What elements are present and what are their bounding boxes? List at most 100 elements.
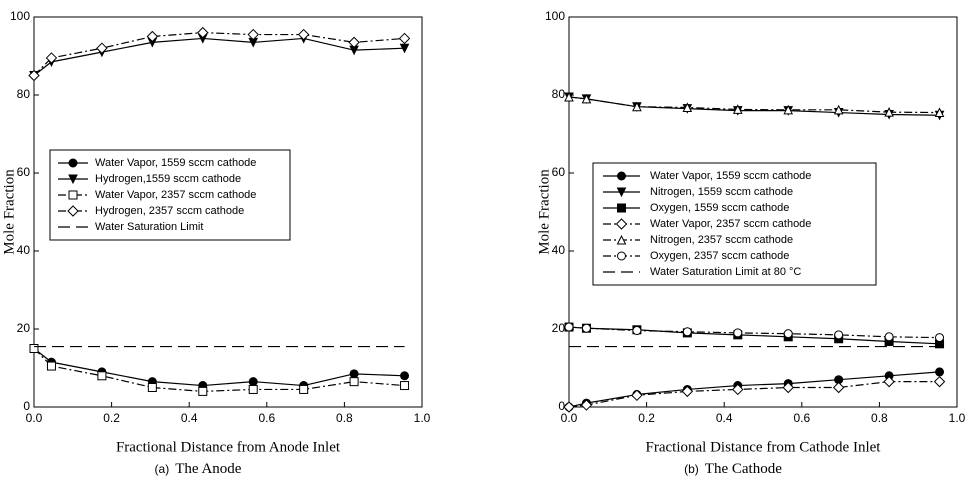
x-tick-label: 1.0 xyxy=(414,411,431,425)
chart: 0 20 40 60 80 100 0.0 0.2 0.4 0.6 0.8 1.0 Fractional… xyxy=(536,9,965,477)
marker xyxy=(299,384,309,394)
caption: (b) The Cathode xyxy=(684,461,782,477)
legend-marker xyxy=(616,187,627,198)
y-tick-label: 80 xyxy=(17,87,31,101)
marker xyxy=(564,322,574,332)
marker xyxy=(146,30,159,43)
legend-label: Oxygen, 1559 sccm cathode xyxy=(650,202,789,214)
x-axis-label: Fractional Distance from Cathode Inlet xyxy=(646,439,882,455)
marker xyxy=(581,323,591,333)
marker xyxy=(732,383,744,396)
series-line xyxy=(568,371,940,408)
chart: 0 20 40 60 80 100 0.0 0.2 0.4 0.6 0.8 1.0 Fractional… xyxy=(1,9,430,477)
legend-label: Water Vapor, 1559 sccm cathode xyxy=(95,157,256,169)
legend-label: Water Saturation Limit at 80 °C xyxy=(650,266,801,278)
marker xyxy=(46,361,56,371)
marker xyxy=(682,327,692,337)
x-tick-label: 0.2 xyxy=(638,411,655,425)
marker xyxy=(197,26,209,39)
marker xyxy=(632,101,642,112)
legend-label: Water Vapor, 1559 sccm cathode xyxy=(650,170,811,182)
series-line xyxy=(33,348,405,387)
legend-marker xyxy=(68,190,78,200)
y-tick-label: 40 xyxy=(552,243,566,257)
series-line xyxy=(568,96,940,116)
marker xyxy=(834,330,844,340)
caption-text: The Cathode xyxy=(705,461,782,477)
y-tick-label: 100 xyxy=(545,9,565,23)
plot-frame xyxy=(568,16,958,408)
legend-label: Nitrogen, 1559 sccm cathode xyxy=(650,186,793,198)
marker xyxy=(398,32,411,45)
legend-marker xyxy=(67,205,79,217)
y-tick-label: 0 xyxy=(23,399,30,413)
marker xyxy=(783,329,793,339)
marker xyxy=(29,344,39,353)
marker xyxy=(631,389,643,402)
y-tick-label: 40 xyxy=(17,243,31,257)
marker xyxy=(935,333,945,343)
marker xyxy=(833,104,844,115)
legend-marker xyxy=(617,203,626,213)
legend-box xyxy=(49,149,291,241)
legend-marker xyxy=(615,218,628,230)
marker xyxy=(45,52,58,64)
marker xyxy=(297,28,310,41)
y-tick-label: 0 xyxy=(558,399,565,413)
legend-label: Oxygen, 2357 sccm cathode xyxy=(650,250,789,262)
marker xyxy=(933,375,946,388)
plot-frame xyxy=(33,16,423,408)
y-tick-label: 20 xyxy=(17,321,31,335)
y-tick-label: 20 xyxy=(552,321,566,335)
x-tick-label: 0.6 xyxy=(258,411,275,425)
marker xyxy=(883,375,895,388)
marker xyxy=(564,91,574,102)
marker xyxy=(935,367,945,377)
x-tick-label: 0.0 xyxy=(561,411,578,425)
marker xyxy=(832,381,845,394)
y-tick-label: 60 xyxy=(552,165,566,179)
caption-tag: (a) xyxy=(155,462,170,476)
marker xyxy=(682,102,693,112)
series-line xyxy=(33,37,405,76)
marker xyxy=(248,377,258,387)
series-line xyxy=(568,326,940,339)
legend-label: Nitrogen, 2357 sccm cathode xyxy=(650,234,793,246)
legend-box xyxy=(592,162,877,286)
marker xyxy=(783,104,794,115)
marker xyxy=(782,381,794,394)
caption-text: The Anode xyxy=(175,461,242,477)
marker xyxy=(248,384,258,394)
marker xyxy=(349,377,359,387)
legend-label: Hydrogen, 2357 sccm cathode xyxy=(95,205,244,217)
series-line xyxy=(568,96,940,114)
marker xyxy=(147,383,157,392)
marker xyxy=(632,326,642,336)
marker xyxy=(349,369,359,379)
marker xyxy=(884,332,894,342)
legend-marker xyxy=(617,171,626,181)
marker xyxy=(28,69,40,82)
marker xyxy=(732,104,743,114)
x-tick-label: 1.0 xyxy=(949,411,966,425)
legend-label: Water Saturation Limit xyxy=(95,221,203,233)
marker xyxy=(97,371,107,381)
y-tick-label: 60 xyxy=(17,165,31,179)
marker xyxy=(934,107,945,118)
legend-label: Hydrogen,1559 sccm cathode xyxy=(95,173,241,185)
marker xyxy=(198,386,208,396)
marker xyxy=(681,385,694,398)
y-tick-label: 80 xyxy=(552,87,566,101)
series-line xyxy=(568,381,940,408)
x-tick-label: 0.8 xyxy=(871,411,888,425)
legend-marker xyxy=(616,234,627,245)
marker xyxy=(399,43,410,54)
marker xyxy=(581,93,592,104)
marker xyxy=(400,381,410,391)
x-tick-label: 0.2 xyxy=(103,411,120,425)
legend-label: Water Vapor, 2357 sccm cathode xyxy=(650,218,811,230)
x-tick-label: 0.8 xyxy=(336,411,353,425)
y-axis-label: Mole Fraction xyxy=(536,169,552,255)
marker xyxy=(580,399,593,411)
